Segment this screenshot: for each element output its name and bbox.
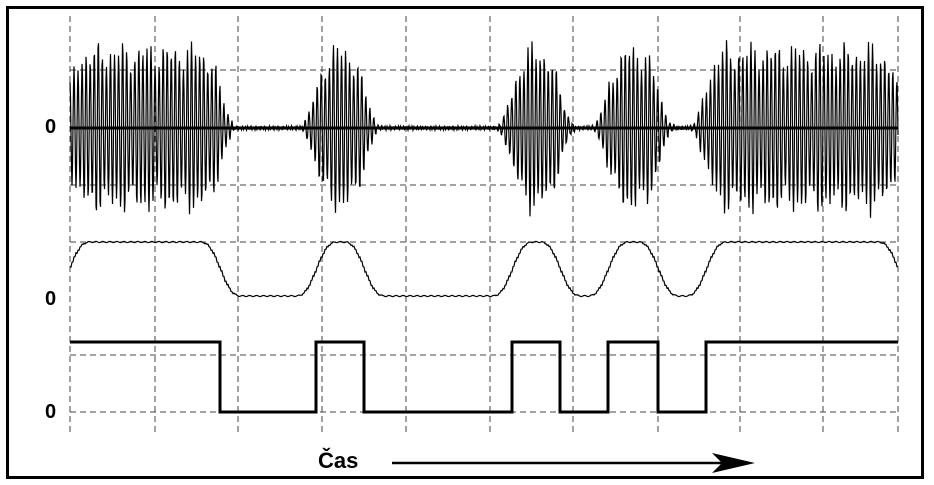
dashed-grid bbox=[69, 16, 899, 432]
zero-label-carrier: 0 bbox=[45, 116, 57, 138]
time-axis-label: Čas bbox=[318, 448, 359, 473]
filtered-envelope-waveform bbox=[69, 240, 899, 298]
time-arrow bbox=[392, 453, 755, 473]
digital-bit-signal bbox=[70, 340, 898, 414]
zero-label-envelope: 0 bbox=[45, 288, 57, 310]
modulated-carrier-waveform bbox=[69, 40, 899, 218]
zero-label-digital: 0 bbox=[45, 401, 57, 423]
